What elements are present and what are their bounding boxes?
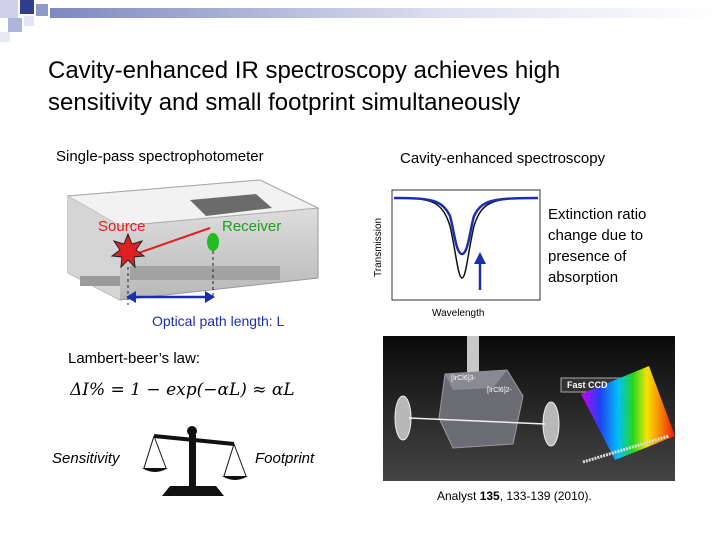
source-star-icon (110, 232, 146, 269)
annotation-line-1: Extinction ratio (548, 206, 647, 223)
source-label: Source (98, 218, 146, 235)
right-heading: Cavity-enhanced spectroscopy (400, 150, 606, 167)
photo-label-ccd: Fast CCD (567, 380, 608, 390)
citation: Analyst 135, 133-139 (2010). (437, 489, 592, 503)
receiver-icon (207, 233, 219, 251)
slide-title: Cavity-enhanced IR spectroscopy achieves… (48, 55, 688, 119)
citation-rest: , 133-139 (2010). (499, 489, 592, 503)
path-diagram (110, 232, 219, 305)
extinction-annotation: Extinction ratio change due to presence … (548, 204, 646, 288)
footprint-label: Footprint (255, 450, 315, 467)
title-line-2: sensitivity and small footprint simultan… (48, 89, 521, 116)
lambert-beer-equation: ΔI% = 1 − exp(−αL) ≈ αL (70, 380, 295, 400)
title-line-1: Cavity-enhanced IR spectroscopy achieves… (48, 57, 561, 84)
annotation-line-2: change due to (548, 227, 644, 244)
transmission-plot (391, 189, 541, 301)
sensitivity-label: Sensitivity (52, 450, 120, 467)
receiver-label: Receiver (222, 218, 282, 235)
left-heading: Single-pass spectrophotometer (56, 148, 264, 165)
experimental-setup-photo: [IrCl6]3- [IrCl6]2- Fast CCD (383, 336, 675, 481)
top-gradient-bar (50, 8, 720, 18)
balance-scale-icon (142, 426, 248, 496)
citation-volume: 135 (479, 489, 500, 503)
photo-label-1: [IrCl6]3- (451, 375, 477, 382)
spectrophotometer-image (66, 179, 320, 301)
annotation-line-3: presence of (548, 248, 627, 265)
plot-ylabel: Transmission (373, 217, 384, 277)
annotation-line-4: absorption (548, 269, 619, 286)
photo-label-2: [IrCl6]2- (487, 387, 513, 394)
plot-xlabel: Wavelength (432, 308, 485, 319)
law-label: Lambert-beer’s law: (68, 350, 201, 367)
citation-prefix: Analyst (437, 489, 480, 503)
path-length-label: Optical path length: L (152, 313, 285, 329)
